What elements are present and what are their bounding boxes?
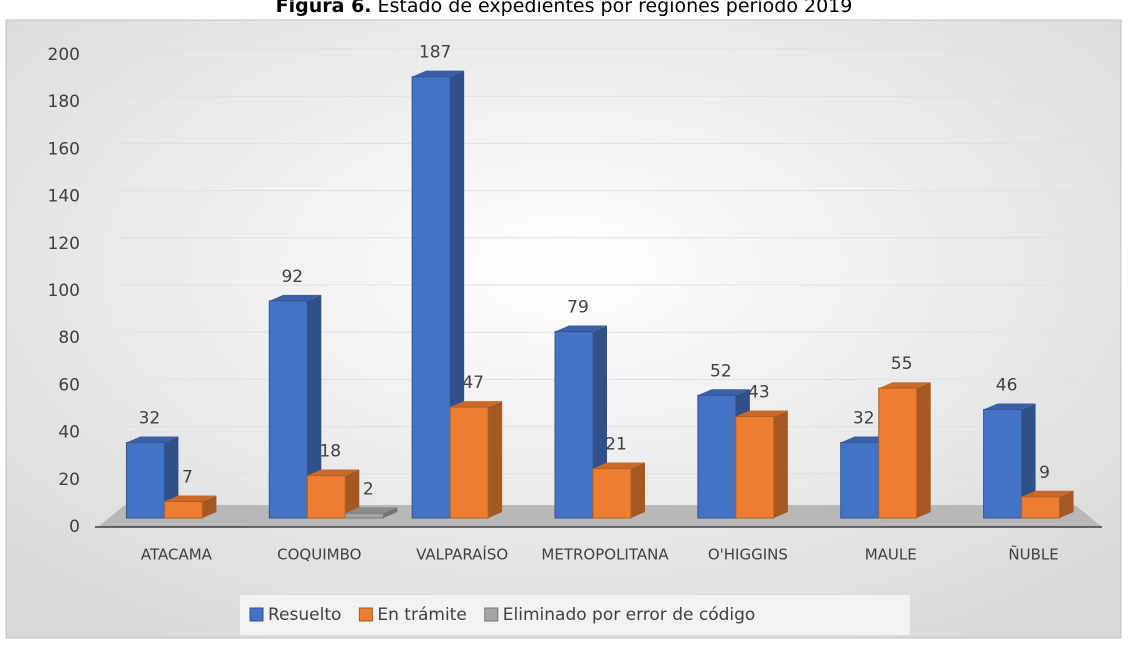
bar-front bbox=[1021, 496, 1061, 519]
data-label: 46 bbox=[996, 375, 1018, 395]
bar-front bbox=[306, 475, 346, 519]
bar bbox=[306, 469, 360, 519]
y-tick-label: 100 bbox=[48, 281, 80, 301]
bar-top bbox=[593, 462, 645, 469]
data-label: 52 bbox=[710, 361, 732, 381]
legend-label: Eliminado por error de código bbox=[503, 605, 756, 625]
bar-top bbox=[878, 382, 931, 389]
bar bbox=[268, 294, 322, 519]
bar-front bbox=[840, 441, 880, 519]
legend-label: Resuelto bbox=[268, 605, 341, 625]
x-tick-label: METROPOLITANA bbox=[541, 546, 669, 564]
bar-top bbox=[412, 70, 465, 77]
bar-front bbox=[697, 394, 737, 519]
bar-top bbox=[983, 403, 1036, 410]
bar bbox=[1021, 490, 1074, 519]
bar-side bbox=[202, 495, 217, 518]
data-label: 18 bbox=[319, 442, 341, 462]
y-tick-label: 200 bbox=[48, 45, 80, 65]
bar-front bbox=[592, 467, 632, 519]
x-tick-label: VALPARAÍSO bbox=[416, 545, 508, 564]
bar bbox=[592, 462, 645, 519]
bar bbox=[878, 382, 931, 519]
title-label: Figura 6. bbox=[276, 0, 372, 17]
data-label: 9 bbox=[1039, 463, 1050, 483]
y-tick-label: 140 bbox=[48, 187, 80, 207]
bar bbox=[449, 401, 503, 519]
bar bbox=[163, 495, 217, 519]
data-label: 32 bbox=[853, 408, 875, 428]
bar bbox=[983, 403, 1036, 519]
data-label: 32 bbox=[139, 408, 161, 428]
data-label: 7 bbox=[182, 467, 193, 487]
bar-front bbox=[163, 500, 203, 519]
legend-swatch bbox=[249, 607, 264, 622]
data-label: 187 bbox=[419, 43, 451, 63]
y-tick-label: 20 bbox=[58, 470, 80, 490]
bar-front bbox=[554, 331, 594, 519]
legend-swatch bbox=[484, 607, 499, 622]
bar-front bbox=[344, 512, 384, 519]
data-label: 79 bbox=[567, 298, 589, 318]
bar-front bbox=[449, 406, 489, 519]
bar-side bbox=[307, 294, 322, 518]
bar-top bbox=[307, 469, 360, 476]
data-label: 43 bbox=[748, 383, 770, 403]
y-tick-label: 160 bbox=[48, 139, 80, 159]
bar-side bbox=[1059, 490, 1074, 518]
data-label: 47 bbox=[462, 373, 484, 393]
bar-side bbox=[383, 507, 398, 518]
data-label: 92 bbox=[281, 267, 303, 287]
bar-top bbox=[735, 410, 788, 417]
bar-top bbox=[126, 436, 179, 443]
y-tick-label: 180 bbox=[48, 92, 80, 112]
x-tick-label: ÑUBLE bbox=[1008, 545, 1058, 564]
x-tick-label: COQUIMBO bbox=[277, 546, 361, 564]
bar-front bbox=[983, 408, 1023, 519]
y-tick-label: 60 bbox=[58, 375, 80, 395]
legend-swatch bbox=[358, 607, 373, 622]
data-label: 55 bbox=[891, 354, 913, 374]
bar-top bbox=[555, 325, 607, 332]
x-tick-label: MAULE bbox=[865, 546, 917, 564]
x-tick-label: O'HIGGINS bbox=[708, 546, 788, 564]
bar-side bbox=[916, 382, 931, 518]
bar-top bbox=[450, 401, 503, 408]
y-tick-label: 120 bbox=[48, 234, 80, 254]
bar-side bbox=[488, 401, 503, 518]
bar-front bbox=[268, 300, 308, 519]
y-tick-label: 80 bbox=[58, 328, 80, 348]
bar-front bbox=[411, 76, 451, 519]
bar bbox=[344, 507, 398, 519]
bar-top bbox=[345, 507, 398, 514]
bar-front bbox=[735, 416, 775, 519]
data-label: 2 bbox=[363, 479, 374, 499]
title-text: Estado de expedientes por regiones perío… bbox=[378, 0, 853, 17]
bar-top bbox=[164, 495, 217, 502]
bar-side bbox=[631, 462, 645, 518]
data-label: 21 bbox=[605, 434, 627, 454]
bar-side bbox=[773, 410, 788, 518]
y-tick-label: 40 bbox=[58, 423, 80, 443]
legend-label: En trámite bbox=[377, 605, 466, 625]
bar-front bbox=[878, 387, 918, 519]
bar-side bbox=[1021, 403, 1036, 518]
y-tick-label: 0 bbox=[69, 517, 80, 537]
legend-box bbox=[240, 595, 910, 635]
bar-top bbox=[269, 294, 322, 301]
chart-title: Figura 6. Estado de expedientes por regio… bbox=[276, 0, 853, 17]
bar bbox=[735, 410, 788, 519]
bar-front bbox=[125, 441, 165, 519]
bar-top bbox=[697, 389, 750, 396]
bar-top bbox=[1021, 490, 1074, 497]
x-tick-label: ATACAMA bbox=[141, 546, 213, 564]
bar-side bbox=[345, 469, 360, 518]
